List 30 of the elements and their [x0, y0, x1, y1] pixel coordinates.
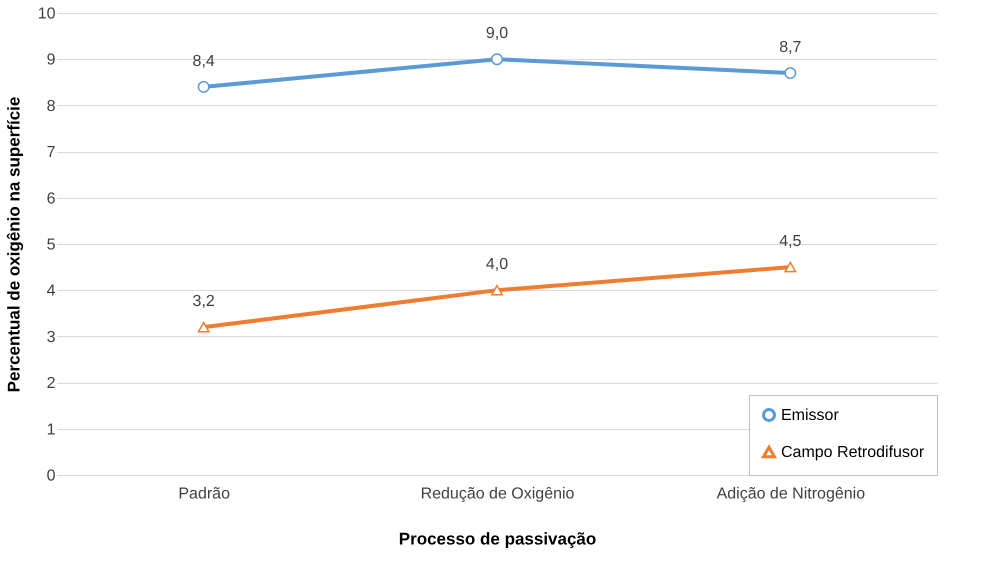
- point: [491, 284, 503, 296]
- y-tick-label: 9: [46, 52, 56, 69]
- data-label: 8,4: [192, 52, 215, 70]
- y-tick-label: 2: [46, 375, 56, 392]
- legend-label: Campo Retrodifusor: [781, 444, 925, 461]
- data-label: 4,5: [779, 233, 802, 250]
- data-label: 3,2: [192, 293, 215, 310]
- y-tick-label: 10: [38, 6, 56, 22]
- x-tick-label: Padrão: [178, 486, 230, 502]
- y-tick-label: 8: [46, 98, 56, 115]
- point: [198, 80, 210, 93]
- point: [491, 53, 503, 66]
- data-label: 9,0: [486, 25, 508, 42]
- point: [784, 67, 796, 80]
- legend-label: Emissor: [781, 407, 840, 424]
- y-tick-label: 3: [46, 328, 56, 346]
- y-axis-title: Percentual de oxigênio na superfície: [4, 96, 24, 392]
- x-tick-label: Redução de Oxigênio: [420, 486, 575, 502]
- data-label: 8,7: [779, 39, 802, 56]
- y-tick-label: 5: [46, 236, 56, 254]
- x-tick-label: Adição de Nitrogênio: [716, 486, 866, 502]
- y-tick-label: 4: [46, 282, 56, 300]
- y-tick-label: 0: [46, 468, 56, 484]
- y-tick-label: 6: [46, 190, 56, 208]
- x-axis-title: Processo de passivação: [398, 530, 596, 548]
- data-label: 4,0: [486, 256, 508, 274]
- point: [784, 262, 796, 272]
- y-tick-label: 1: [46, 421, 56, 438]
- point: [198, 322, 210, 332]
- y-tick-label: 7: [46, 144, 56, 162]
